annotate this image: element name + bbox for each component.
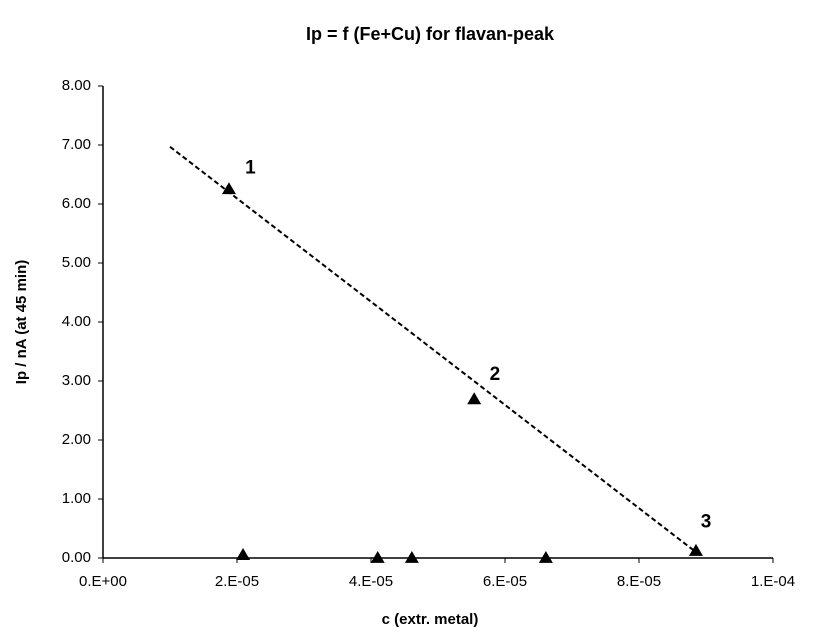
x-tick-label: 2.E-05 xyxy=(215,573,259,590)
y-tick-label: 4.00 xyxy=(62,313,91,330)
annotation: 1 xyxy=(245,158,256,179)
data-point xyxy=(236,548,251,560)
annotation: 3 xyxy=(701,512,712,533)
data-point xyxy=(370,551,385,563)
x-tick-label: 6.E-05 xyxy=(483,573,527,590)
x-tick-label: 8.E-05 xyxy=(617,573,661,590)
y-tick-label: 5.00 xyxy=(62,254,91,271)
data-point xyxy=(467,392,482,405)
data-point xyxy=(221,182,236,195)
x-tick-label: 1.E-04 xyxy=(751,573,795,590)
y-axis-label: Ip / nA (at 45 min) xyxy=(13,260,30,384)
y-tick-label: 8.00 xyxy=(62,77,91,94)
data-point xyxy=(538,551,553,563)
x-axis-label: c (extr. metal) xyxy=(382,611,479,628)
data-point xyxy=(404,551,419,563)
data-point xyxy=(688,543,703,556)
y-tick-label: 1.00 xyxy=(62,490,91,507)
y-tick-label: 0.00 xyxy=(62,549,91,566)
x-tick-label: 0.E+00 xyxy=(79,573,127,590)
y-tick-label: 7.00 xyxy=(62,136,91,153)
y-tick-label: 2.00 xyxy=(62,431,91,448)
chart-title: Ip = f (Fe+Cu) for flavan-peak xyxy=(306,24,555,44)
x-tick-label: 4.E-05 xyxy=(349,573,393,590)
y-tick-label: 3.00 xyxy=(62,372,91,389)
y-tick-label: 6.00 xyxy=(62,195,91,212)
trendline xyxy=(169,145,697,553)
annotation: 2 xyxy=(490,364,501,385)
